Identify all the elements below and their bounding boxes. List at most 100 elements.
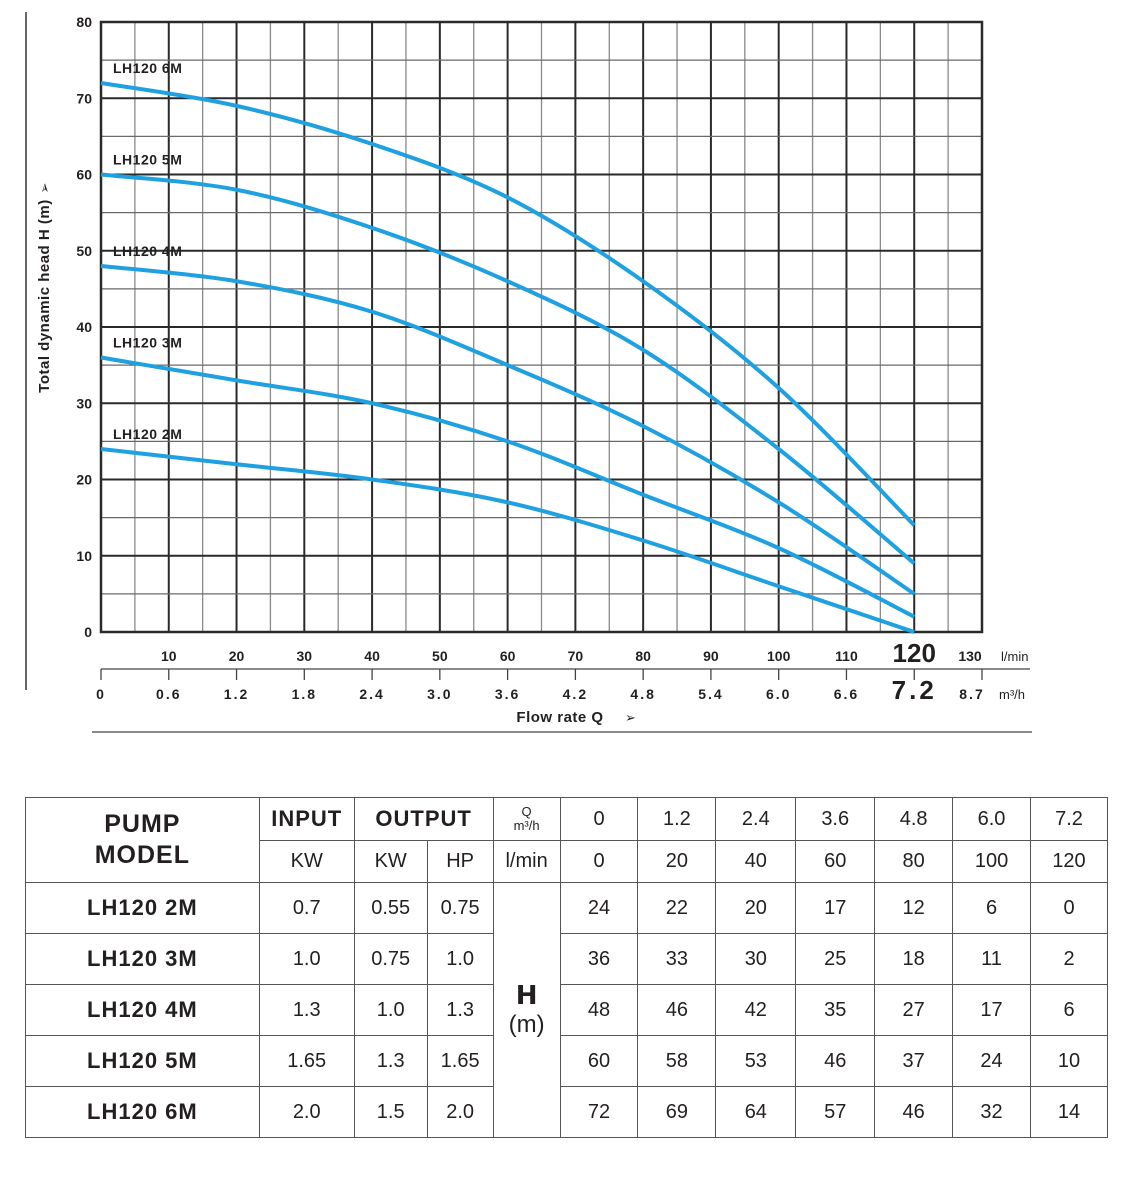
head-unit: (m): [508, 1011, 545, 1038]
x-unit-lmin: l/min: [1001, 649, 1028, 664]
output-hp: 1.0: [426, 933, 494, 985]
x-tick-label-lmin: 80: [635, 648, 651, 664]
series-label: LH120 4M: [113, 243, 182, 259]
series-label: LH120 2M: [113, 426, 182, 442]
q-m3h-value: 2.4: [715, 797, 797, 841]
head-value: 24: [559, 882, 639, 934]
model-name: LH120 6M: [25, 1086, 260, 1138]
input-kw: 1.65: [258, 1035, 355, 1087]
x-tick-label-lmin: 60: [500, 648, 516, 664]
y-tick-label: 30: [76, 395, 92, 411]
model-name: LH120 2M: [25, 882, 260, 934]
output-kw: 0.55: [353, 882, 428, 934]
head-value: 53: [715, 1035, 797, 1087]
y-axis-label: Total dynamic head H (m): [36, 199, 53, 392]
head-value: 48: [559, 984, 639, 1036]
table-row: LH120 6M 2.0 1.5 2.0 72 69 64 57 46 32 14: [25, 1086, 1108, 1138]
lmin-unit: l/min: [492, 840, 561, 883]
q-unit: m³/h: [513, 818, 540, 833]
q-lmin-value: 100: [952, 840, 1031, 883]
output-hp: 1.3: [426, 984, 494, 1036]
x-axis-label: Flow rate Q: [516, 709, 603, 726]
q-lmin-value: 40: [715, 840, 797, 883]
q-lmin-value: 0: [559, 840, 639, 883]
x-tick-label-m3h: 1.8: [292, 686, 317, 702]
output-hp: 0.75: [426, 882, 494, 934]
curve-lh120-4m: [100, 264, 916, 596]
x-tick-label-lmin: 130: [958, 648, 982, 664]
y-tick-label: 80: [76, 14, 92, 30]
x-tick-label-lmin: 110: [835, 648, 858, 664]
head-value: 6: [1030, 984, 1108, 1036]
table-row: LH120 2M 0.7 0.55 0.75 H (m) 24 22 20 17 12 6 0: [25, 882, 1108, 1138]
output-kw: 1.5: [353, 1086, 428, 1138]
output-kw: 1.0: [353, 984, 428, 1036]
x-tick-label-m3h: 8.7: [959, 686, 984, 702]
x-tick-label-lmin: 90: [703, 648, 719, 664]
q-m3h-value: 3.6: [795, 797, 876, 841]
plot-frame: [99, 20, 984, 634]
head-value: 36: [559, 933, 639, 985]
head-value: 60: [559, 1035, 639, 1087]
head-value: 30: [715, 933, 797, 985]
y-tick-label: 10: [76, 548, 92, 564]
input-kw-unit: KW: [258, 840, 355, 883]
q-lmin-value: 20: [637, 840, 717, 883]
head-value: 2: [1030, 933, 1108, 985]
y-tick-label: 40: [76, 319, 92, 335]
head-value: 17: [795, 882, 876, 934]
y-tick-label: 0: [84, 624, 92, 640]
output-kw: 0.75: [353, 933, 428, 985]
x-tick-label-lmin: 10: [161, 648, 177, 664]
y-axis-arrow-icon: ➢: [38, 182, 53, 193]
head-value: 18: [874, 933, 954, 985]
head-value: 46: [795, 1035, 876, 1087]
series-label: LH120 3M: [113, 335, 182, 351]
model-name: LH120 4M: [25, 984, 260, 1036]
output-hp-unit: HP: [426, 840, 494, 883]
q-m3h-value: 4.8: [874, 797, 954, 841]
head-value: 32: [952, 1086, 1031, 1138]
output-kw-unit: KW: [353, 840, 428, 883]
table-row: LH120 5M 1.65 1.3 1.65 60 58 53 46 37 24 10: [25, 1035, 1108, 1087]
q-m3h-value: 7.2: [1030, 797, 1108, 841]
curve-lh120-6m: [100, 81, 916, 527]
head-value: 25: [795, 933, 876, 985]
table-row: LH120 4M 1.3 1.0 1.3 48 46 42 35 27 17 6: [25, 984, 1108, 1036]
head-value: 46: [874, 1086, 954, 1138]
pump-model-line-1: PUMP: [104, 810, 181, 838]
x-tick-label-m3h: 1.2: [224, 686, 249, 702]
head-value: 64: [715, 1086, 797, 1138]
curve-lh120-2m: [100, 447, 915, 634]
x-tick-label-m3h: 4.2: [563, 686, 588, 702]
head-symbol: H: [515, 981, 538, 1011]
curve-lh120-5m: [100, 172, 916, 565]
y-tick-label: 50: [76, 243, 92, 259]
x-tick-label-m3h: 5.4: [698, 686, 723, 702]
q-lmin-value: 60: [795, 840, 876, 883]
head-value: 0: [1030, 882, 1108, 934]
head-value: 33: [637, 933, 717, 985]
series-label: LH120 6M: [113, 60, 182, 76]
input-kw: 1.0: [258, 933, 355, 985]
q-m3h-value: 0: [559, 797, 639, 841]
model-name: LH120 3M: [25, 933, 260, 985]
q-lmin-value: 120: [1030, 840, 1108, 883]
model-name: LH120 5M: [25, 1035, 260, 1087]
head-value: 10: [1030, 1035, 1108, 1087]
head-value: 17: [952, 984, 1031, 1036]
head-value: 69: [637, 1086, 717, 1138]
y-tick-label: 60: [76, 167, 92, 183]
output-header: OUTPUT: [353, 797, 494, 841]
x-tick-label-m3h: 3.6: [495, 686, 520, 702]
input-kw: 1.3: [258, 984, 355, 1036]
head-value: 12: [874, 882, 954, 934]
head-value: 57: [795, 1086, 876, 1138]
x-tick-label-m3h: 7.2: [892, 675, 937, 705]
x-tick-label-lmin: 70: [568, 648, 584, 664]
table-row: LH120 3M 1.0 0.75 1.0 36 33 30 25 18 11 2: [25, 933, 1108, 985]
x-tick-label-m3h: 3.0: [427, 686, 452, 702]
head-value: 58: [637, 1035, 717, 1087]
input-kw: 2.0: [258, 1086, 355, 1138]
pump-model-header: PUMP MODEL: [25, 797, 260, 883]
